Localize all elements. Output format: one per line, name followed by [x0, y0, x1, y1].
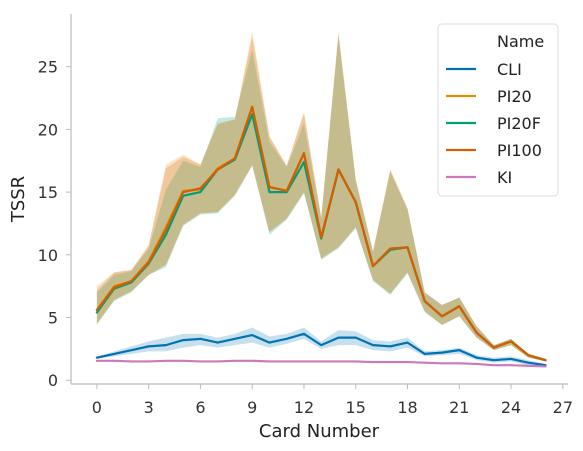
y-tick-label-10: 10: [38, 246, 58, 265]
x-tick-label-9: 9: [247, 398, 257, 417]
legend-frame: [437, 23, 559, 197]
x-tick-label-27: 27: [553, 398, 573, 417]
line-cli: [95, 332, 547, 367]
series-lines: [95, 105, 547, 368]
y-axis-title: TSSR: [8, 176, 29, 223]
x-tick-label-18: 18: [397, 398, 417, 417]
axes: [70, 14, 568, 385]
y-tick-label-25: 25: [38, 58, 58, 77]
band-pi20f: [96, 35, 546, 362]
y-tick-labels: 0 5 10 15 20 25: [38, 58, 71, 390]
y-tick-label-15: 15: [38, 183, 58, 202]
legend-label-cli: CLI: [497, 60, 522, 79]
x-tick-label-3: 3: [144, 398, 154, 417]
legend-title: Name: [497, 32, 544, 51]
x-tick-label-6: 6: [195, 398, 205, 417]
legend-label-pi20: PI20: [497, 87, 532, 106]
band-pi100: [96, 34, 546, 362]
y-tick-label-5: 5: [48, 309, 58, 328]
x-tick-label-21: 21: [449, 398, 469, 417]
x-tick-label-12: 12: [294, 398, 314, 417]
y-tick-label-20: 20: [38, 120, 58, 139]
x-tick-label-24: 24: [501, 398, 521, 417]
legend-items: CLI PI20 PI20F PI100 KI: [446, 60, 542, 187]
x-tick-labels: 0 3 6 9 12 15 18 21 24 27: [92, 384, 573, 417]
x-axis-title: Card Number: [259, 421, 380, 442]
legend: Name CLI PI20 PI20F PI100 KI: [437, 23, 559, 197]
band-pi20: [96, 31, 546, 362]
line-ki: [95, 359, 547, 368]
band-cli: [96, 327, 546, 367]
legend-label-pi100: PI100: [497, 141, 542, 160]
legend-label-ki: KI: [497, 168, 512, 187]
x-tick-label-0: 0: [92, 398, 102, 417]
line-pi100: [95, 105, 547, 362]
x-tick-label-15: 15: [346, 398, 366, 417]
legend-label-pi20f: PI20F: [497, 114, 541, 133]
y-tick-label-0: 0: [48, 371, 58, 390]
